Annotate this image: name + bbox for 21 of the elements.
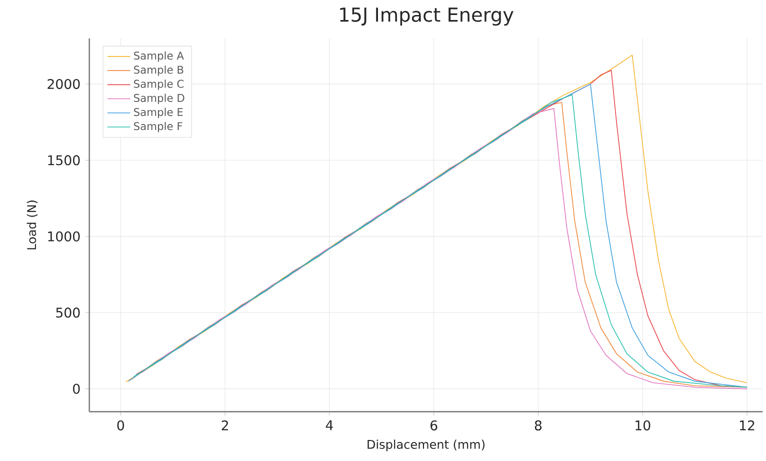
y-axis-title: Load (N) <box>26 200 38 250</box>
x-tick-label: 12 <box>740 420 754 430</box>
y-tick-label: 500 <box>56 308 80 318</box>
x-tick-label: 6 <box>430 420 438 430</box>
legend-label: Sample D <box>134 94 184 104</box>
y-tick-label: 2000 <box>48 78 80 90</box>
legend-label: Sample B <box>134 66 184 76</box>
x-axis-title: Displacement (mm) <box>368 440 484 452</box>
chart-title: 15J Impact Energy <box>340 8 514 26</box>
x-tick-label: 8 <box>534 420 542 430</box>
legend-label: Sample E <box>134 108 183 118</box>
y-tick-label: 1500 <box>48 155 80 166</box>
legend-label: Sample A <box>134 51 184 62</box>
legend-label: Sample C <box>134 80 184 90</box>
y-tick-label: 0 <box>73 384 80 394</box>
x-tick-label: 2 <box>222 420 228 430</box>
x-tick-label: 10 <box>636 420 650 430</box>
y-tick-label: 1000 <box>48 231 80 242</box>
x-tick-label: 0 <box>117 420 124 430</box>
legend-label: Sample F <box>134 122 182 132</box>
x-tick-label: 4 <box>326 420 333 430</box>
